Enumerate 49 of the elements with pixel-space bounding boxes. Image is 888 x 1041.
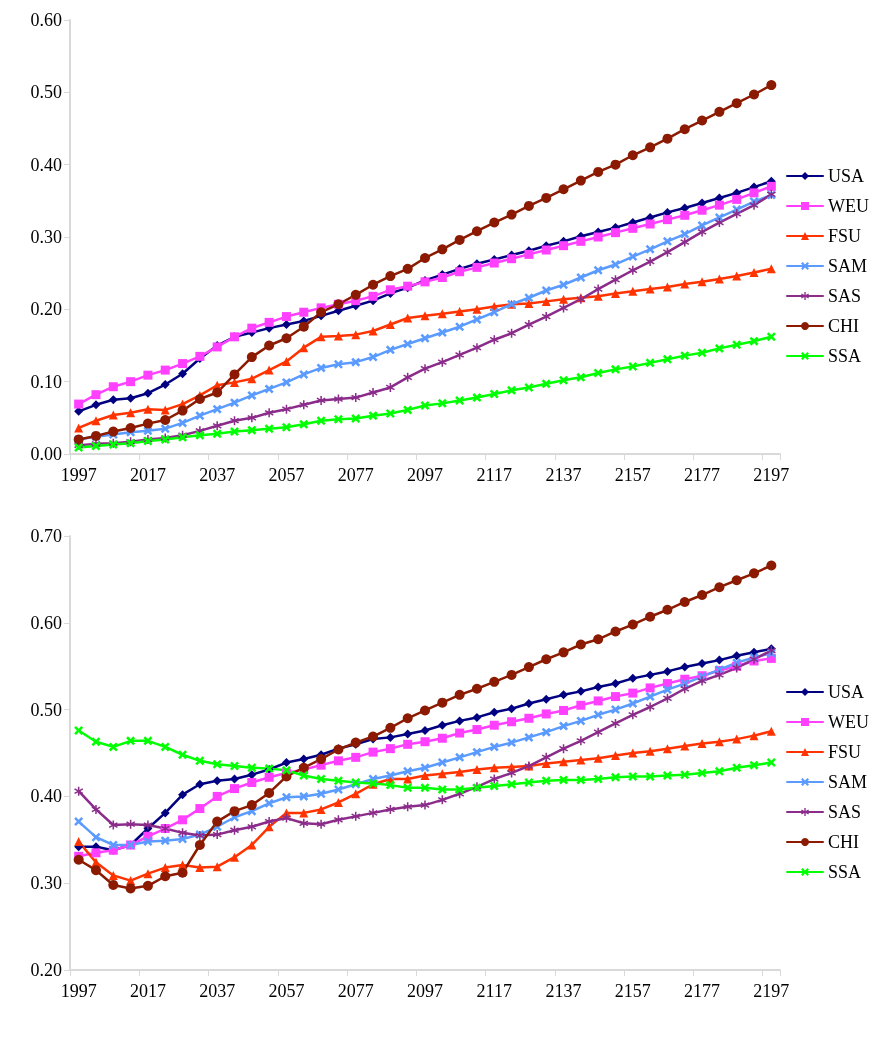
x-tick-label: 2017 xyxy=(129,465,166,485)
legend-label: USA xyxy=(828,682,865,702)
y-tick-label: 0.30 xyxy=(30,227,62,247)
legend-label: SAS xyxy=(828,802,862,822)
legend-label: FSU xyxy=(828,226,862,246)
x-tick-label: 2177 xyxy=(684,981,721,1001)
x-tick-label: 2097 xyxy=(407,981,443,1001)
legend-label: USA xyxy=(828,166,865,186)
y-tick-label: 0.40 xyxy=(30,786,62,807)
legend-label: WEU xyxy=(828,712,869,732)
legend-label: CHI xyxy=(828,832,860,852)
x-tick-label: 1997 xyxy=(60,981,97,1001)
legend-label: SSA xyxy=(828,862,862,882)
x-tick-label: 2157 xyxy=(614,465,651,485)
x-tick-label: 1997 xyxy=(60,465,97,485)
y-tick-label: 0.20 xyxy=(30,299,62,320)
y-tick-label: 0.00 xyxy=(30,444,62,464)
x-tick-label: 2037 xyxy=(199,465,236,485)
x-tick-label: 2197 xyxy=(753,465,790,485)
legend-label: SAS xyxy=(828,286,862,306)
y-tick-label: 0.50 xyxy=(30,82,62,103)
y-tick-label: 0.60 xyxy=(30,612,62,633)
legend-label: WEU xyxy=(828,196,869,216)
legend-label: SSA xyxy=(828,346,862,366)
x-tick-label: 2197 xyxy=(753,981,790,1001)
legend-label: SAM xyxy=(828,256,868,276)
x-tick-label: 2017 xyxy=(129,981,166,1001)
x-tick-label: 2117 xyxy=(476,981,512,1001)
x-tick-label: 2057 xyxy=(268,465,305,485)
x-tick-label: 2117 xyxy=(476,465,512,485)
x-tick-label: 2177 xyxy=(684,465,721,485)
legend-label: SAM xyxy=(828,772,868,792)
y-tick-label: 0.70 xyxy=(30,526,62,546)
y-tick-label: 0.20 xyxy=(30,960,62,980)
x-tick-label: 2157 xyxy=(614,981,651,1001)
y-tick-label: 0.30 xyxy=(30,873,62,894)
x-tick-label: 2137 xyxy=(545,465,582,485)
x-tick-label: 2077 xyxy=(337,981,374,1001)
x-tick-label: 2137 xyxy=(545,981,582,1001)
y-tick-label: 0.60 xyxy=(30,10,62,30)
y-tick-label: 0.10 xyxy=(30,371,62,392)
y-tick-label: 0.50 xyxy=(30,699,62,720)
x-tick-label: 2077 xyxy=(337,465,374,485)
legend-label: CHI xyxy=(828,316,860,336)
x-tick-label: 2057 xyxy=(268,981,305,1001)
x-tick-label: 2037 xyxy=(199,981,236,1001)
x-tick-label: 2097 xyxy=(407,465,443,485)
y-tick-label: 0.40 xyxy=(30,154,62,175)
legend-label: FSU xyxy=(828,742,862,762)
